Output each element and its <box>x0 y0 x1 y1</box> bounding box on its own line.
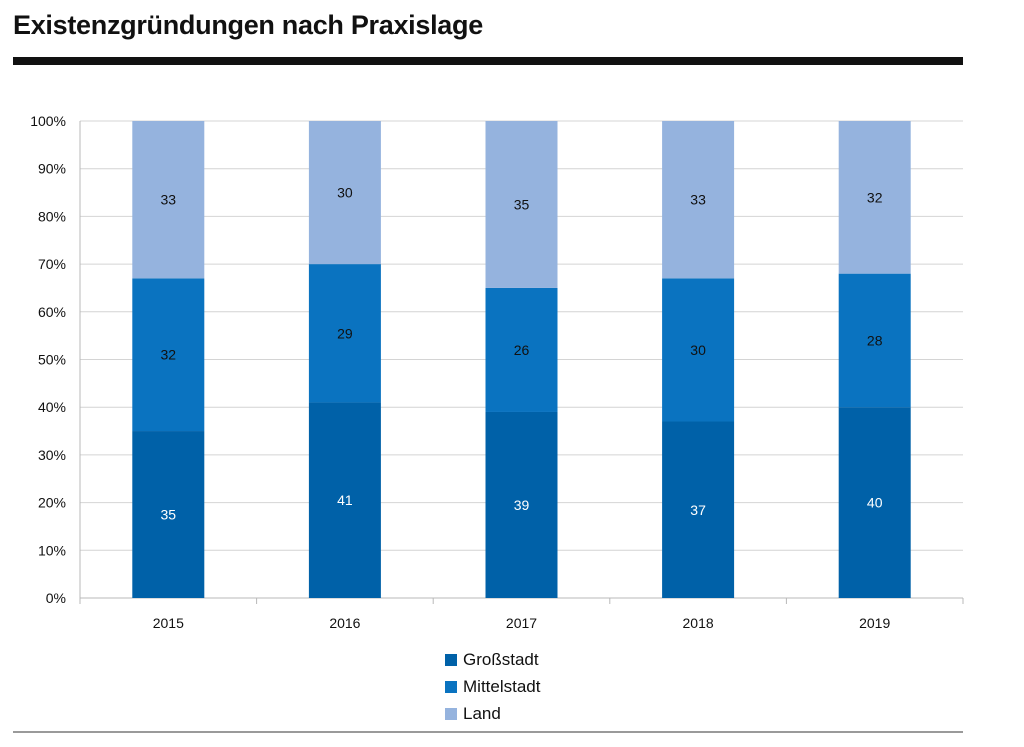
data-labels: 35 32 33 41 29 30 39 26 35 37 30 33 40 28 32 <box>161 185 883 523</box>
y-tick-label: 100% <box>30 113 66 129</box>
y-tick-label: 70% <box>38 256 66 272</box>
legend-swatch <box>445 653 457 666</box>
y-tick-label: 40% <box>38 399 66 415</box>
bar-segment <box>838 407 911 598</box>
legend-swatch <box>445 680 457 693</box>
x-tick-label: 2019 <box>859 615 890 631</box>
bar-segment <box>308 264 381 403</box>
axes: 0% 10% 20% 30% 40% 50% 60% 70% 80% 90% 100% 2015 201… <box>30 113 964 631</box>
bar-segment <box>308 121 381 265</box>
x-tick-label: 2016 <box>329 615 360 631</box>
x-tick-label: 2017 <box>506 615 537 631</box>
data-label: 33 <box>161 192 177 208</box>
y-tick-label: 50% <box>38 352 66 368</box>
y-tick-label: 10% <box>38 542 66 558</box>
legend-label: Großstadt <box>463 649 539 669</box>
legend-item: Mittelstadt <box>445 673 540 700</box>
y-tick-label: 90% <box>38 161 66 177</box>
bar-segment <box>838 121 911 274</box>
y-tick-label: 60% <box>38 304 66 320</box>
data-label: 33 <box>690 192 706 208</box>
bar-segment <box>485 411 558 598</box>
data-label: 32 <box>867 189 883 205</box>
data-label: 32 <box>161 347 177 363</box>
data-label: 35 <box>514 196 530 212</box>
y-tick-label: 30% <box>38 447 66 463</box>
data-label: 35 <box>161 507 177 523</box>
bar-segment <box>662 278 735 422</box>
chart-title: Existenzgründungen nach Praxislage <box>13 10 483 40</box>
x-tick-label: 2018 <box>683 615 714 631</box>
y-tick-label: 20% <box>38 495 66 511</box>
bar-segment <box>662 121 735 279</box>
bar-segment <box>132 121 205 279</box>
data-label: 30 <box>337 185 353 201</box>
data-label: 39 <box>514 497 530 513</box>
title-rule <box>13 57 963 65</box>
bar-segment <box>132 278 205 432</box>
y-tick-label: 0% <box>46 590 66 606</box>
legend-item: Land <box>445 700 540 727</box>
bars <box>132 121 911 598</box>
data-label: 41 <box>337 492 353 508</box>
bar-segment <box>485 287 558 412</box>
legend: Großstadt Mittelstadt Land <box>445 646 540 727</box>
bar-segment <box>308 402 381 598</box>
x-tick-label: 2015 <box>153 615 184 631</box>
bottom-rule <box>13 731 963 733</box>
legend-label: Mittelstadt <box>463 676 541 696</box>
data-label: 28 <box>867 332 883 348</box>
data-label: 40 <box>867 495 883 511</box>
legend-item: Großstadt <box>445 646 540 673</box>
data-label: 29 <box>337 325 353 341</box>
data-label: 37 <box>690 502 706 518</box>
bar-segment <box>485 121 558 288</box>
data-label: 30 <box>690 342 706 358</box>
legend-label: Land <box>463 703 501 723</box>
data-label: 26 <box>514 342 530 358</box>
bar-segment <box>838 273 911 408</box>
bar-segment <box>662 421 735 598</box>
bar-segment <box>132 431 205 598</box>
y-tick-label: 80% <box>38 208 66 224</box>
legend-swatch <box>445 707 457 720</box>
